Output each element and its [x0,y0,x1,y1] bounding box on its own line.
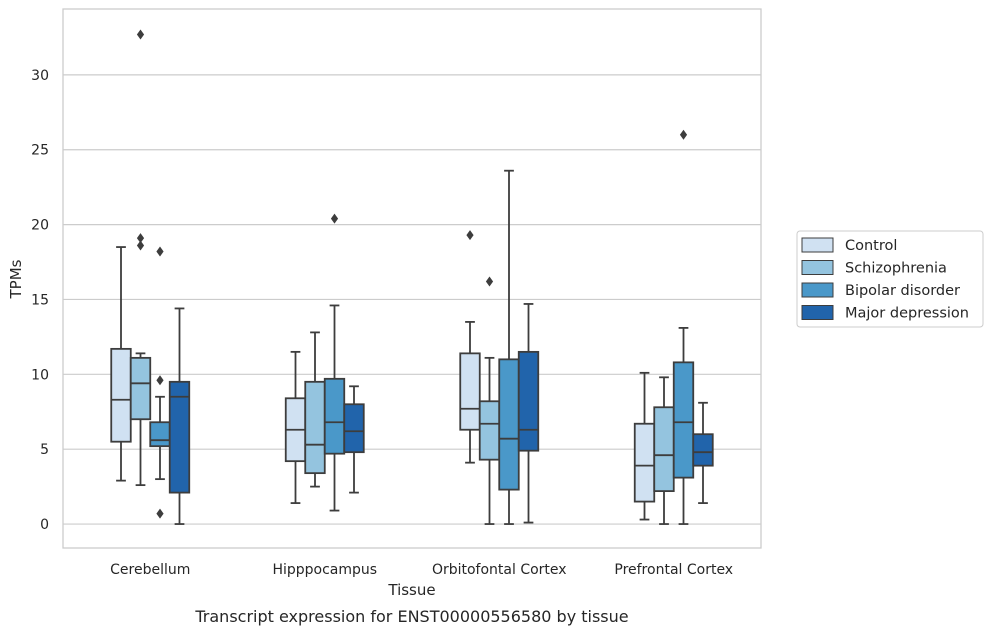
legend-label: Control [845,238,897,254]
box-iqr [633,422,656,503]
y-tick-label: 5 [40,442,49,458]
box-control-0 [110,246,132,482]
box-schizophrenia-0 [129,29,152,487]
box-iqr [323,377,346,455]
y-tick-label: 25 [31,143,49,159]
box-major-depression-0 [168,307,191,525]
box-iqr [129,356,152,421]
box-iqr [478,400,501,461]
outlier-point [466,230,474,241]
outlier-point [136,240,145,251]
box-schizophrenia-1 [304,331,326,488]
box-schizophrenia-3 [653,376,675,525]
y-tick-labels: 0 5 10 15 20 25 30 [31,68,49,533]
box-major-depression-1 [343,385,365,494]
box-iqr [517,350,540,452]
outlier-point [330,213,339,224]
box-bipolar-disorder-3 [672,129,695,525]
box-bipolar-disorder-0 [149,246,171,519]
y-tick-label: 0 [40,517,49,533]
box-iqr [692,433,714,467]
box-iqr [168,380,191,494]
outlier-point [156,508,164,519]
box-major-depression-2 [517,303,540,524]
box-bipolar-disorder-2 [498,169,520,525]
legend-items: Control Schizophrenia Bipolar disorder Majo… [801,237,969,322]
outlier-point [156,375,164,386]
outlier-point [679,129,688,140]
legend-swatch [801,305,834,320]
box-iqr [653,406,675,493]
legend-label: Schizophrenia [845,261,947,277]
box-bipolar-disorder-1 [323,213,346,512]
box-iqr [343,403,365,454]
x-tick-label: Hipppocampus [272,562,377,578]
box-iqr [459,352,481,431]
x-tick-label: Prefrontal Cortex [614,562,733,578]
outlier-point [136,29,145,40]
x-tick-label: Orbitofontal Cortex [432,562,567,578]
box-control-3 [633,371,656,521]
outlier-point [156,246,164,257]
box-series [110,29,714,525]
x-axis-label: Tissue [387,581,435,599]
box-iqr [304,380,326,475]
box-iqr [672,361,695,479]
y-tick-label: 10 [31,367,49,383]
legend: Control Schizophrenia Bipolar disorder Majo… [796,230,984,328]
legend-swatch [801,282,834,298]
plot-frame [62,8,762,549]
box-control-2 [459,230,481,464]
x-tick-label: Cerebellum [110,562,190,578]
outlier-point [485,276,494,287]
legend-swatch [801,237,834,253]
y-axis-label: TPMs [7,259,25,299]
box-iqr [149,421,171,448]
box-iqr [498,358,520,491]
legend-label: Bipolar disorder [845,283,960,299]
y-tick-label: 15 [31,292,49,308]
box-major-depression-3 [692,401,714,504]
y-tick-label: 30 [31,68,49,84]
chart-caption: Transcript expression for ENST0000055658… [194,607,628,626]
outlier-point [136,233,145,244]
legend-label: Major depression [845,306,969,322]
box-iqr [110,347,132,443]
x-tick-labels: Cerebellum Hipppocampus Orbitofontal Corte… [110,562,733,578]
legend-frame [796,230,984,328]
box-schizophrenia-2 [478,276,501,525]
y-tick-label: 20 [31,218,49,234]
legend-swatch [801,260,834,275]
